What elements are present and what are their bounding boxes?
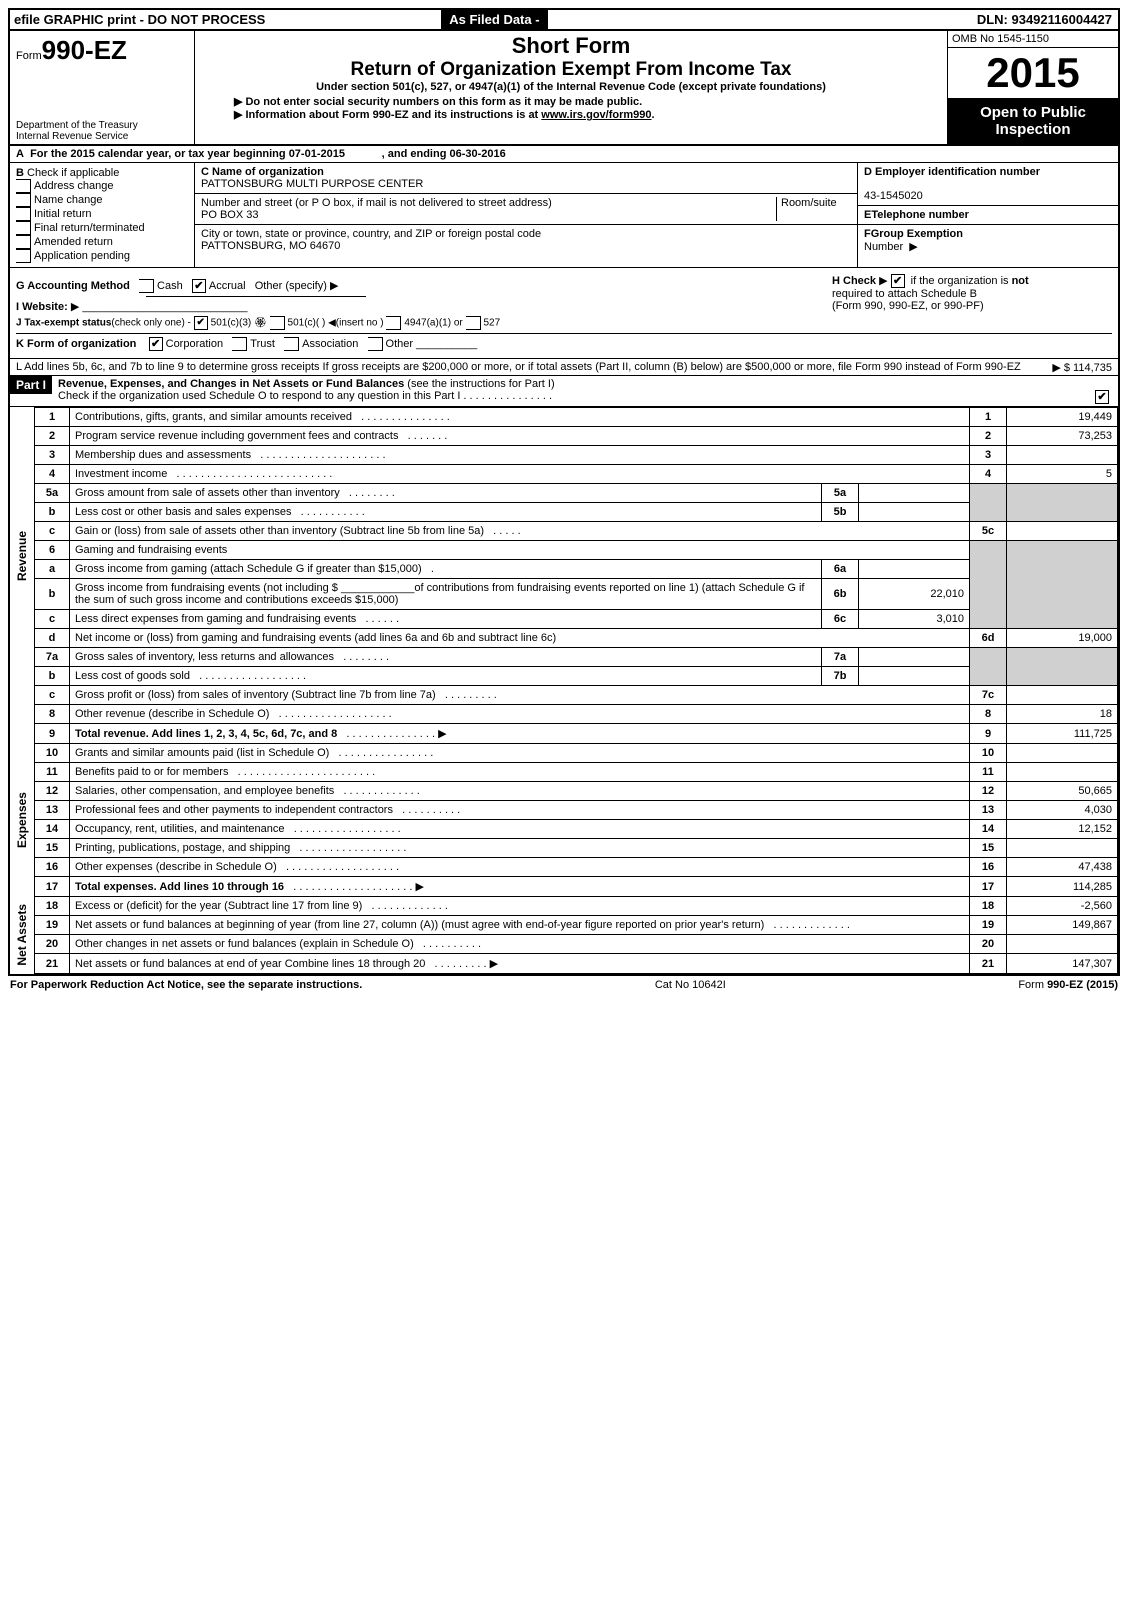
checkbox-icon[interactable]: ✔ [1095,390,1109,404]
expenses-label: Expenses [15,792,29,848]
box-f: FGroup ExemptionNumber ▶ [858,225,1118,267]
footer: For Paperwork Reduction Act Notice, see … [8,976,1120,994]
tax-year: 2015 [948,48,1118,98]
checkbox-icon[interactable] [466,316,481,330]
section-g-to-k: H Check ▶ ✔ if the organization is not r… [10,268,1118,359]
checkbox-icon[interactable] [270,316,285,330]
return-title: Return of Organization Exempt From Incom… [201,59,941,81]
open-public: Open to Public Inspection [948,98,1118,144]
lines-table: Revenue 1Contributions, gifts, grants, a… [10,407,1118,974]
notice-2: Information about Form 990-EZ and its in… [231,108,933,121]
line-k: K Form of organization ✔Corporation Trus… [16,333,1112,351]
box-h: H Check ▶ ✔ if the organization is not r… [832,274,1112,312]
checkbox-icon[interactable] [232,337,247,351]
form-name: Form990-EZ [16,35,188,66]
short-form-title: Short Form [201,33,941,59]
org-street: PO BOX 33 [201,209,258,221]
checkbox-icon[interactable] [284,337,299,351]
header: Form990-EZ Department of the Treasury In… [10,31,1118,146]
omb-number: OMB No 1545-1150 [948,31,1118,48]
box-d: D Employer identification number 43-1545… [858,163,1118,206]
checkbox-icon[interactable]: ✔ [194,316,208,330]
part-i-header: Part I Revenue, Expenses, and Changes in… [10,376,1118,407]
checkbox-icon[interactable] [16,249,31,263]
org-name: PATTONSBURG MULTI PURPOSE CENTER [201,178,423,190]
subtitle: Under section 501(c), 527, or 4947(a)(1)… [201,81,941,93]
checkbox-icon[interactable] [16,207,31,221]
checkbox-icon[interactable] [16,179,31,193]
efile-topbar: efile GRAPHIC print - DO NOT PROCESS As … [10,10,1118,31]
checkbox-icon[interactable] [16,235,31,249]
notice-1: Do not enter social security numbers on … [231,95,933,108]
as-filed-label: As Filed Data - [441,10,547,29]
line-l: L Add lines 5b, 6c, and 7b to line 9 to … [10,359,1118,376]
box-c: C Name of organization PATTONSBURG MULTI… [195,163,857,267]
efile-label: efile GRAPHIC print - DO NOT PROCESS [10,10,441,29]
netassets-label: Net Assets [15,904,29,966]
row-a: A For the 2015 calendar year, or tax yea… [10,146,1118,163]
checkbox-icon[interactable] [368,337,383,351]
form-990ez: efile GRAPHIC print - DO NOT PROCESS As … [8,8,1120,976]
checkbox-icon[interactable]: ✔ [891,274,905,288]
dln-label: DLN: 93492116004427 [971,10,1118,29]
section-b-to-f: B Check if applicable Address change Nam… [10,163,1118,268]
revenue-label: Revenue [15,531,29,581]
checkbox-icon[interactable] [139,279,154,293]
line-j: J Tax-exempt status(check only one) - ✔5… [16,316,1112,330]
checkbox-icon[interactable]: ✔ [192,279,206,293]
org-city: PATTONSBURG, MO 64670 [201,240,340,252]
box-e: ETelephone number [858,206,1118,225]
dept-label: Department of the Treasury Internal Reve… [16,120,188,142]
checkbox-icon[interactable] [16,193,31,207]
checkbox-icon[interactable] [386,316,401,330]
box-b: B Check if applicable Address change Nam… [10,163,195,267]
checkbox-icon[interactable] [16,221,31,235]
checkbox-icon[interactable]: ✔ [149,337,163,351]
